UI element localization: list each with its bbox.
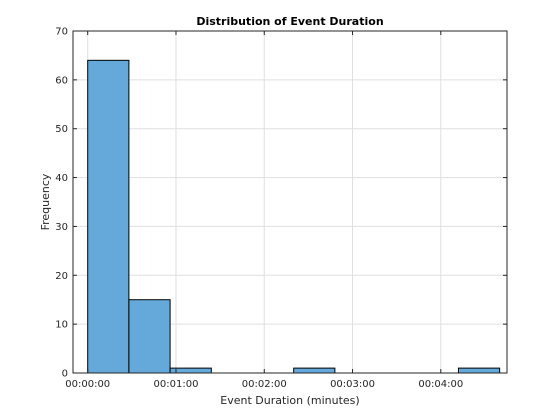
- x-tick-label: 00:01:00: [154, 379, 199, 390]
- axes-frame: [72, 30, 508, 374]
- y-tick-label: 40: [55, 173, 68, 184]
- x-tick-label: 00:00:00: [65, 379, 110, 390]
- y-tick-label: 0: [62, 369, 68, 380]
- chart-title: Distribution of Event Duration: [196, 15, 383, 28]
- y-tick-label: 30: [55, 222, 68, 233]
- y-axis-label: Frequency: [39, 173, 52, 230]
- y-tick-label: 70: [55, 27, 68, 38]
- x-tick-label: 00:03:00: [330, 379, 375, 390]
- y-tick-label: 60: [55, 75, 68, 86]
- histogram-bar: [87, 59, 130, 374]
- y-tick-label: 10: [55, 320, 68, 331]
- grid-lines: [73, 31, 507, 373]
- x-tick-label: 00:02:00: [242, 379, 287, 390]
- histogram-bar: [293, 367, 336, 374]
- x-tick-label: 00:04:00: [418, 379, 463, 390]
- y-tick-label: 20: [55, 271, 68, 282]
- axis-ticks: 0 10 20 30 40 50 60 70 00:00:00 00:01:00 00:02:00 0…: [55, 27, 507, 390]
- y-tick-label: 50: [55, 124, 68, 135]
- histogram-bar: [128, 299, 171, 374]
- histogram-bar: [457, 367, 501, 374]
- x-axis-label: Event Duration (minutes): [220, 394, 359, 407]
